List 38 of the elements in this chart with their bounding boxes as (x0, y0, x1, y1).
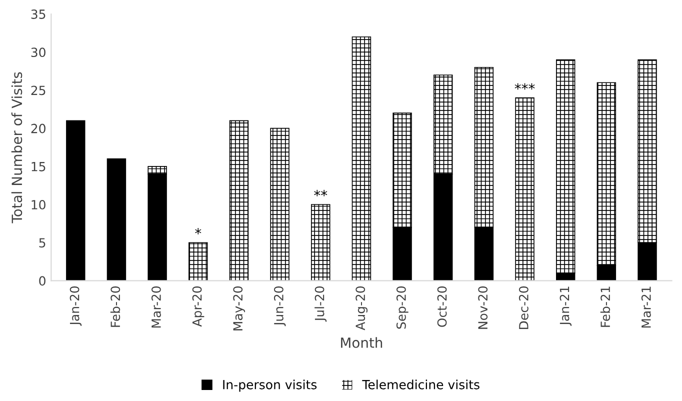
y-tick-label: 25 (31, 86, 46, 96)
annotation: ** (314, 190, 328, 196)
legend-label: In-person visits (223, 380, 317, 392)
y-tick-label: 0 (39, 276, 46, 286)
bar (515, 97, 534, 281)
x-tick-label: Jan-21 (560, 286, 572, 326)
x-tick-label: Mar-20 (151, 286, 161, 328)
y-tick-label: 20 (31, 124, 46, 134)
x-tick-label: Mar-21 (641, 286, 651, 328)
annotation: *** (514, 83, 535, 90)
x-tick-label: Jul-20 (314, 286, 327, 322)
x-tick-label: Feb-20 (110, 286, 120, 327)
y-tick-label: 30 (31, 48, 46, 58)
y-tick-label: 10 (32, 200, 46, 210)
bar (352, 36, 372, 281)
x-tick-label: Sep-20 (396, 286, 408, 329)
bar (229, 120, 249, 281)
x-tick-label: Feb-21 (600, 286, 610, 327)
y-axis-title: Total Number of Visits (11, 72, 22, 224)
x-tick-label: Dec-20 (518, 286, 528, 329)
legend-label: Telemedicine visits (362, 380, 480, 390)
x-tick-label: Jan-20 (70, 286, 82, 326)
x-tick-label: May-20 (233, 286, 246, 330)
bar (66, 120, 86, 281)
bar (106, 158, 126, 281)
y-tick-label: 5 (39, 238, 46, 248)
x-tick-label: Jun-20 (274, 286, 286, 326)
y-tick-label: 35 (31, 10, 46, 19)
x-tick-label: Oct-20 (437, 286, 447, 327)
y-tick-label: 15 (32, 162, 46, 172)
x-tick-label: Nov-20 (478, 286, 488, 329)
x-axis-title: Month (341, 337, 382, 348)
x-tick-label: Apr-20 (192, 286, 204, 327)
bar (311, 204, 330, 281)
bar (188, 242, 208, 281)
annotation: * (195, 228, 202, 234)
x-tick-label: Aug-20 (356, 286, 368, 330)
bar (270, 128, 290, 281)
